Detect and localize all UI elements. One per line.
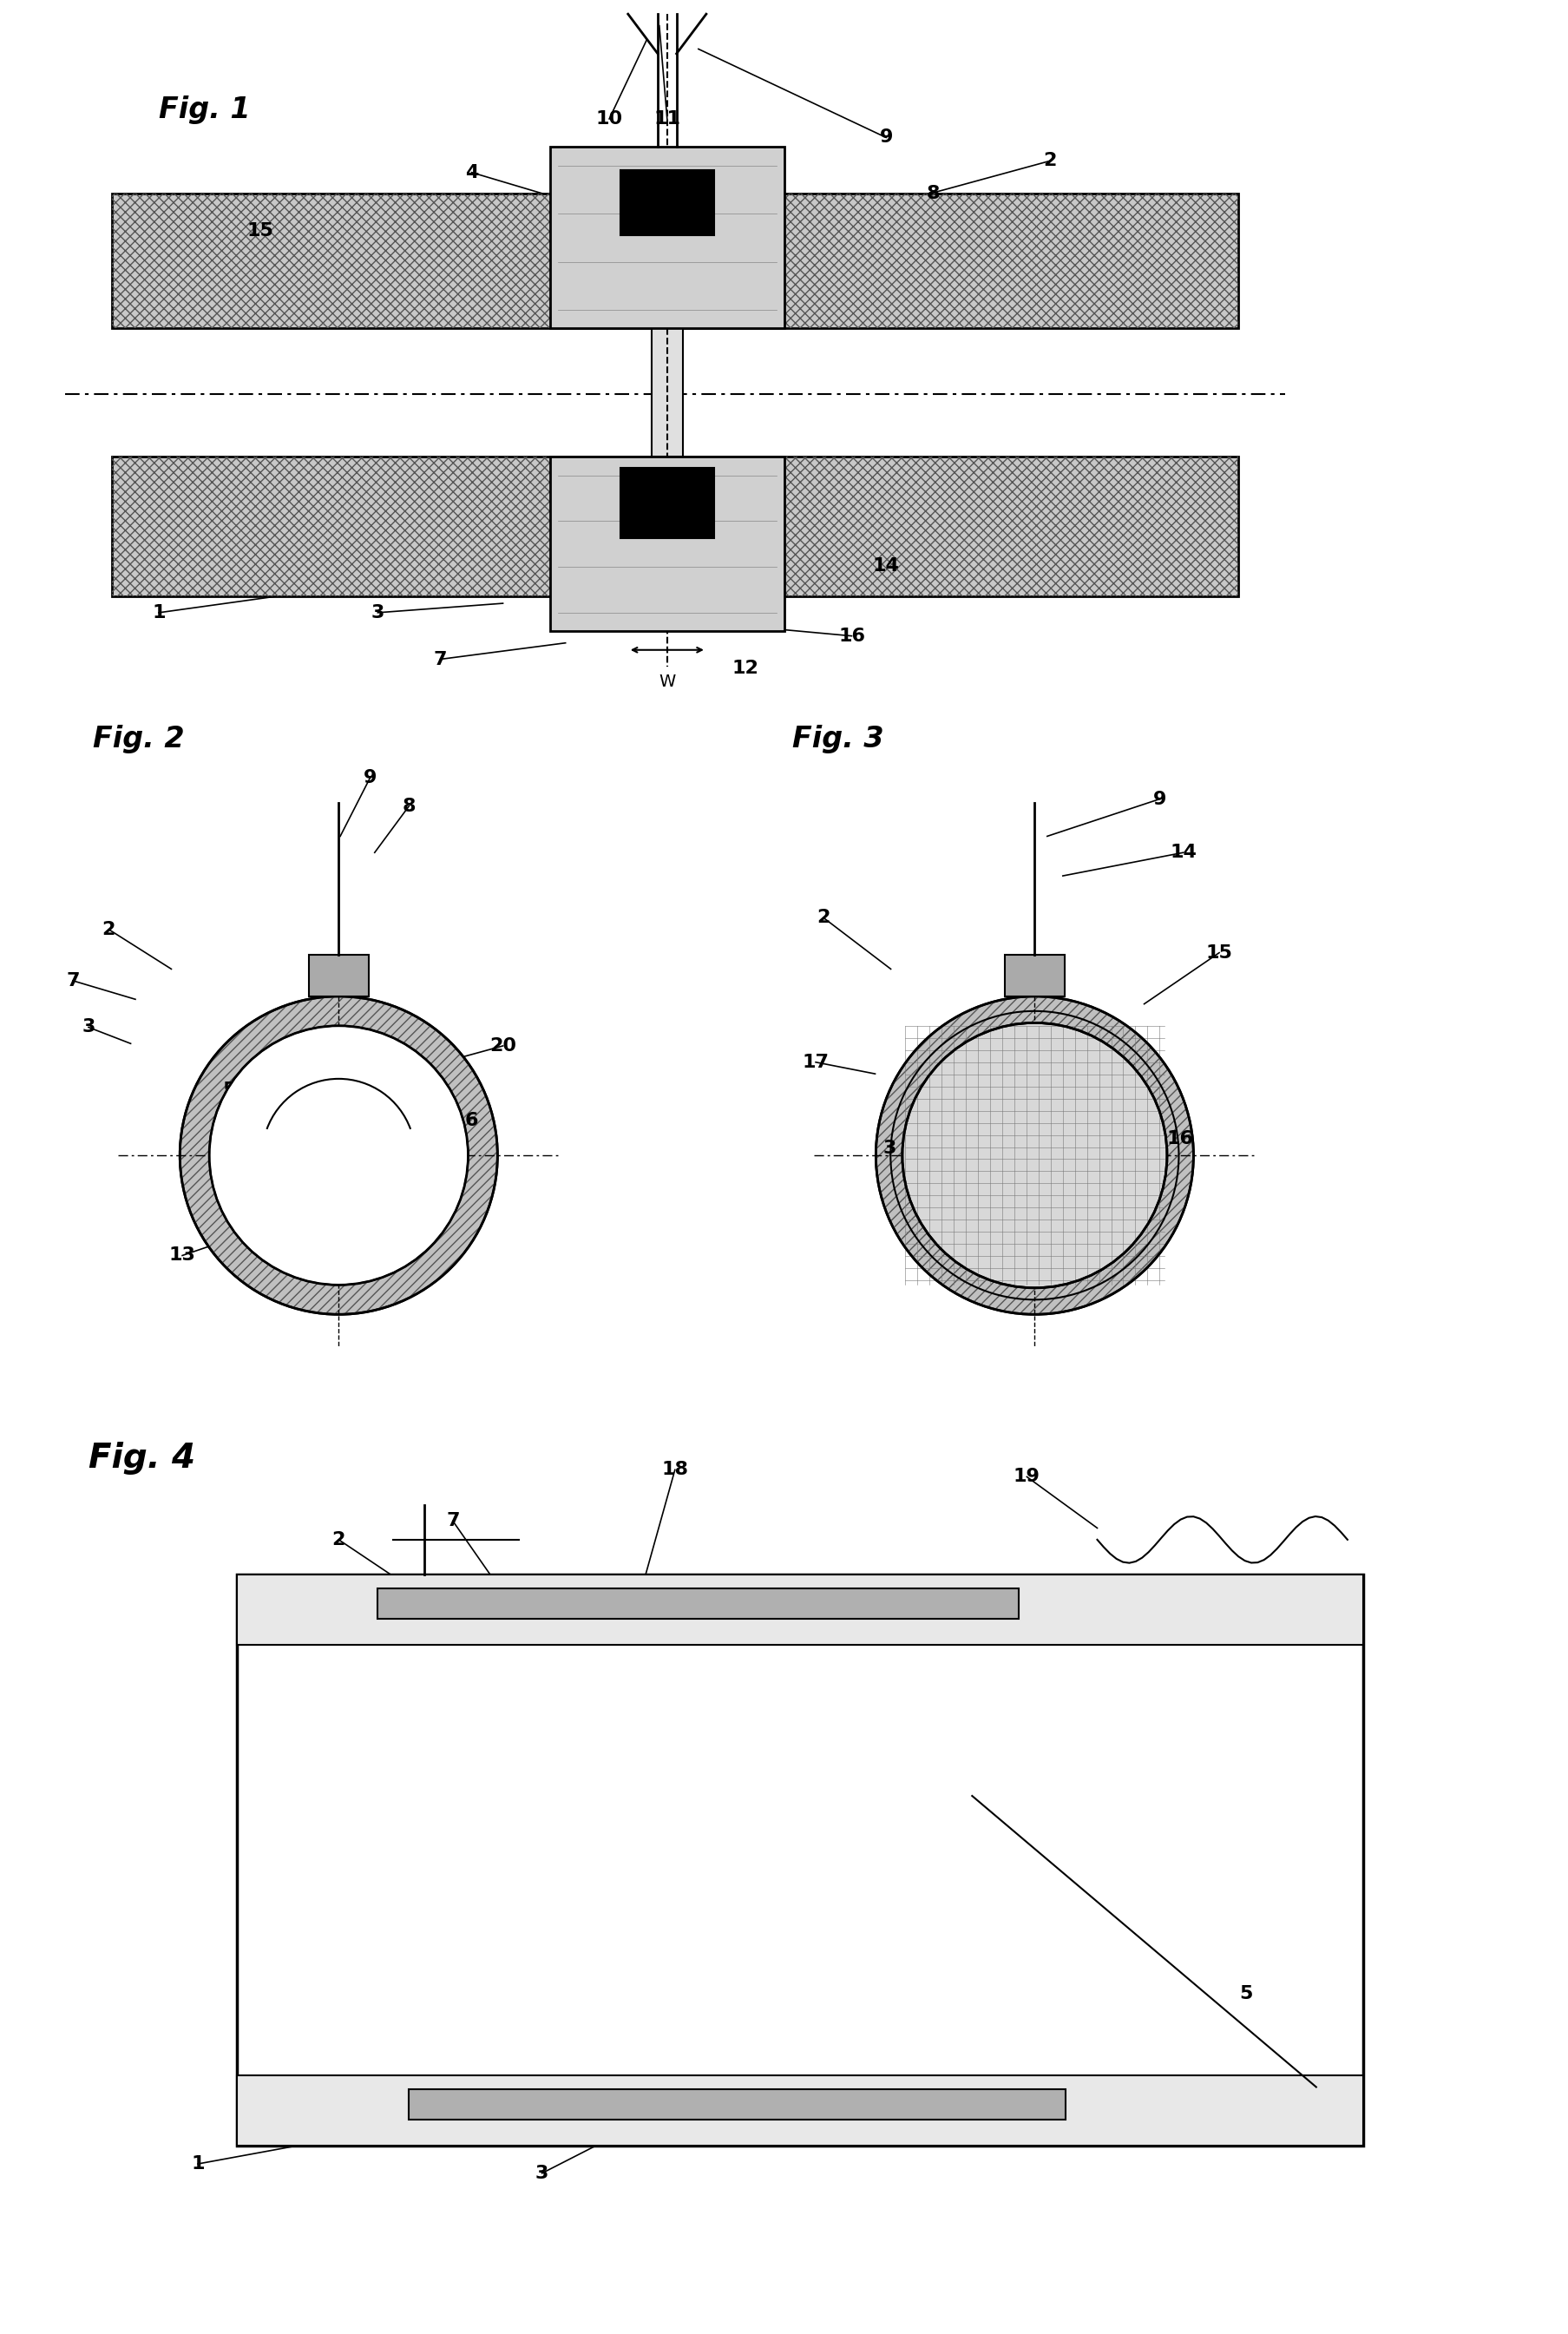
Bar: [237, 1575, 1363, 2145]
Text: 7: 7: [66, 971, 80, 990]
Text: 16: 16: [837, 628, 864, 644]
Text: Fig. 3: Fig. 3: [792, 724, 883, 754]
Text: 8: 8: [401, 798, 416, 815]
Text: Fig. 2: Fig. 2: [93, 724, 185, 754]
Text: 3: 3: [372, 605, 384, 621]
Text: 16: 16: [1167, 1130, 1193, 1148]
Bar: [237, 2075, 1363, 2145]
Bar: [111, 194, 1237, 329]
Text: 9: 9: [880, 128, 892, 147]
Text: 4: 4: [464, 163, 478, 182]
Text: 13: 13: [169, 1246, 196, 1265]
Text: 15: 15: [246, 222, 274, 240]
Bar: [111, 194, 1237, 329]
Bar: [549, 457, 784, 630]
Bar: [619, 469, 713, 539]
Bar: [237, 1575, 1363, 1645]
Bar: [111, 457, 1237, 598]
Text: 12: 12: [732, 661, 759, 677]
Text: W: W: [659, 672, 676, 691]
Text: 7: 7: [445, 1512, 459, 1529]
Text: 14: 14: [1170, 845, 1196, 861]
Text: 2: 2: [332, 1531, 345, 1547]
Text: 15: 15: [1206, 943, 1232, 962]
Text: 17: 17: [801, 1053, 829, 1071]
Text: 2: 2: [1043, 152, 1057, 170]
Text: 2: 2: [817, 910, 829, 927]
Circle shape: [209, 1025, 467, 1286]
Circle shape: [180, 997, 497, 1314]
Text: 3: 3: [82, 1018, 96, 1036]
Bar: [409, 2089, 1065, 2119]
Text: 9: 9: [364, 770, 376, 787]
Text: 19: 19: [1013, 1468, 1040, 1484]
Bar: [651, 329, 682, 457]
Text: 8: 8: [925, 184, 939, 203]
Text: 1: 1: [191, 2154, 204, 2173]
Text: Fig. 4: Fig. 4: [88, 1442, 194, 1475]
Text: 14: 14: [872, 558, 898, 574]
Text: Fig. 1: Fig. 1: [158, 96, 251, 124]
Bar: [549, 147, 784, 329]
Text: 18: 18: [662, 1461, 688, 1477]
Text: 14: 14: [278, 1069, 306, 1088]
Text: 3: 3: [883, 1139, 895, 1158]
Circle shape: [902, 1022, 1167, 1288]
Text: 10: 10: [596, 110, 622, 128]
Text: 2: 2: [102, 920, 116, 938]
Circle shape: [875, 997, 1193, 1314]
Text: 11: 11: [654, 110, 681, 128]
Text: 20: 20: [489, 1036, 516, 1055]
Text: 6: 6: [464, 1111, 478, 1130]
Text: 7: 7: [433, 651, 447, 668]
Bar: [619, 170, 713, 236]
Bar: [309, 955, 368, 997]
Bar: [378, 1589, 1019, 1620]
Text: 16: 16: [301, 1228, 328, 1246]
Text: 5: 5: [223, 1081, 235, 1099]
Text: 3: 3: [535, 2164, 549, 2182]
Text: 9: 9: [1152, 791, 1167, 808]
Text: 5: 5: [1239, 1986, 1251, 2003]
Bar: [111, 457, 1237, 598]
Text: L: L: [307, 1188, 317, 1207]
Text: 1: 1: [152, 605, 166, 621]
Text: 20: 20: [372, 1246, 398, 1265]
Bar: [1005, 955, 1063, 997]
